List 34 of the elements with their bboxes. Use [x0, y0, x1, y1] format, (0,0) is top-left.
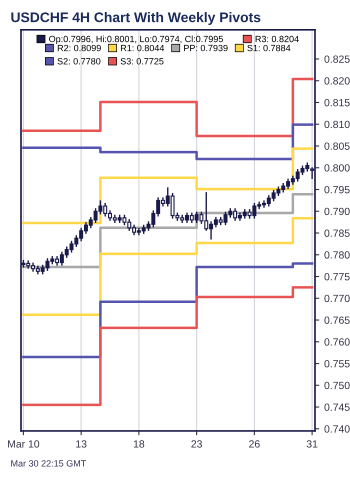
y-tick-label: 0.810 [324, 120, 350, 128]
y-tick-label: 0.790 [324, 208, 350, 216]
legend-label: R2: 0.8099 [58, 44, 101, 52]
y-tick-label: 0.760 [324, 338, 350, 346]
y-tick-label: 0.770 [324, 294, 350, 302]
y-tick-label: 0.780 [324, 251, 350, 259]
y-tick-label: 0.775 [324, 273, 350, 280]
y-tick-label: 0.795 [324, 186, 350, 194]
legend-label: Op:0.7996, Hi:0.8001, Lo:0.7974, Cl:0.7995 [49, 36, 223, 44]
y-tick-label: 0.745 [324, 404, 350, 411]
y-tick-label: 0.755 [324, 360, 350, 368]
x-tick-label: 31 [306, 440, 318, 448]
y-tick-label: 0.740 [324, 425, 350, 433]
y-tick-label: 0.805 [324, 142, 350, 150]
legend-label: R3: 0.8204 [256, 36, 299, 42]
x-tick-label: 26 [249, 440, 260, 448]
legend-label: S3: 0.7725 [120, 58, 164, 64]
y-tick-label: 0.785 [324, 230, 350, 237]
y-tick-label: 0.750 [324, 382, 350, 390]
x-tick-label: 18 [134, 440, 144, 448]
chart-title: USDCHF 4H Chart With Weekly Pivots [11, 12, 260, 25]
x-tick-label: 13 [76, 440, 86, 448]
y-tick-label: 0.765 [324, 316, 350, 324]
y-tick-label: 0.800 [324, 164, 350, 172]
legend-label: R1: 0.8044 [120, 44, 164, 52]
y-tick-label: 0.825 [324, 55, 350, 63]
legend-label: S1: 0.7884 [247, 44, 290, 52]
y-tick-label: 0.815 [324, 98, 350, 106]
legend-label: PP: 0.7939 [184, 44, 228, 52]
legend-label: S2: 0.7780 [58, 58, 100, 64]
x-tick-label: Mar 10 [8, 440, 40, 448]
text: Mar 30 22:15 GMT [11, 460, 86, 467]
y-tick-label: 0.820 [324, 77, 350, 85]
x-tick-label: 23 [191, 440, 202, 448]
